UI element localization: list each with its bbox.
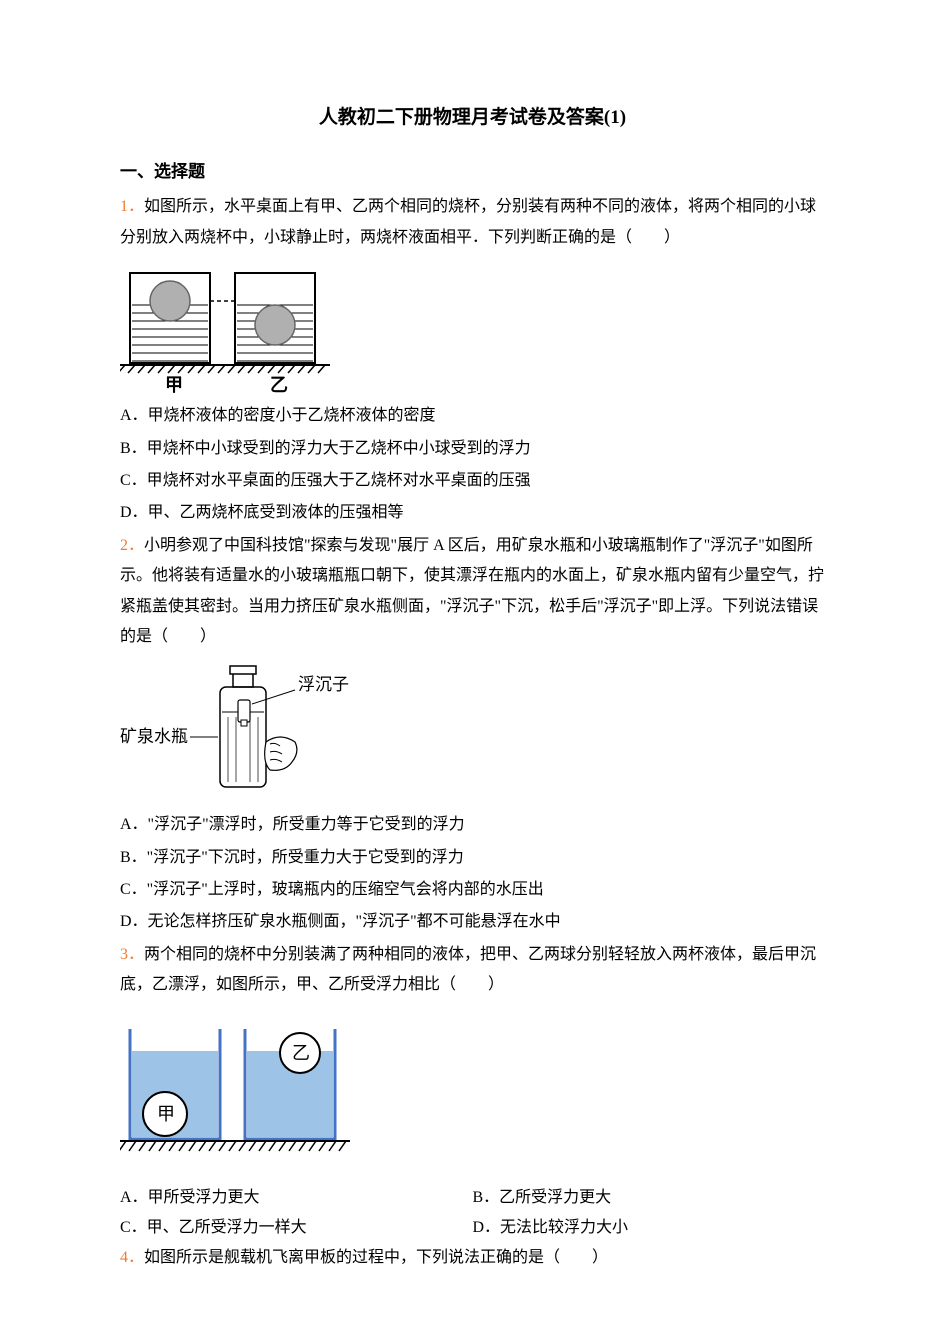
q3-stem: 3．两个相同的烧杯中分别装满了两种相同的液体，把甲、乙两球分别轻轻放入两杯液体，… — [120, 940, 825, 1001]
q3-row1: A．甲所受浮力更大 B．乙所受浮力更大 — [120, 1183, 825, 1213]
q1-label-b: 乙 — [270, 375, 288, 393]
q1-label-a: 甲 — [165, 375, 183, 393]
q3-opt-d: D．无法比较浮力大小 — [473, 1213, 826, 1243]
q2-text: 小明参观了中国科技馆"探索与发现"展厅 A 区后，用矿泉水瓶和小玻璃瓶制作了"浮… — [120, 537, 824, 645]
q1-beakers-icon: 甲 乙 — [120, 263, 330, 393]
q2-figure: 矿泉水瓶 浮沉子 — [120, 662, 825, 802]
q2-number: 2． — [120, 537, 144, 554]
q3-text: 两个相同的烧杯中分别装满了两种相同的液体，把甲、乙两球分别轻轻放入两杯液体，最后… — [120, 946, 816, 993]
q4-stem: 4．如图所示是舰载机飞离甲板的过程中，下列说法正确的是（ ） — [120, 1243, 825, 1273]
exam-title: 人教初二下册物理月考试卷及答案(1) — [120, 100, 825, 136]
section-header: 一、选择题 — [120, 156, 825, 188]
q3-opt-c: C．甲、乙所受浮力一样大 — [120, 1213, 473, 1243]
q2-opt-d: D．无论怎样挤压矿泉水瓶侧面，"浮沉子"都不可能悬浮在水中 — [120, 907, 825, 937]
q1-figure: 甲 乙 — [120, 263, 825, 393]
q2-opt-b: B．"浮沉子"下沉时，所受重力大于它受到的浮力 — [120, 843, 825, 873]
q2-bottle-icon: 矿泉水瓶 浮沉子 — [120, 662, 380, 802]
q3-opt-b: B．乙所受浮力更大 — [473, 1183, 826, 1213]
q1-opt-c: C．甲烧杯对水平桌面的压强大于乙烧杯对水平桌面的压强 — [120, 466, 825, 496]
q3-ball-a-label: 甲 — [157, 1104, 175, 1124]
q4-text: 如图所示是舰载机飞离甲板的过程中，下列说法正确的是（ ） — [144, 1249, 608, 1266]
q1-opt-b: B．甲烧杯中小球受到的浮力大于乙烧杯中小球受到的浮力 — [120, 434, 825, 464]
q1-text: 如图所示，水平桌面上有甲、乙两个相同的烧杯，分别装有两种不同的液体，将两个相同的… — [120, 198, 816, 245]
q2-label-float: 浮沉子 — [298, 675, 349, 694]
q2-opt-a: A．"浮沉子"漂浮时，所受重力等于它受到的浮力 — [120, 810, 825, 840]
q2-opt-c: C．"浮沉子"上浮时，玻璃瓶内的压缩空气会将内部的水压出 — [120, 875, 825, 905]
q1-opt-a: A．甲烧杯液体的密度小于乙烧杯液体的密度 — [120, 401, 825, 431]
q3-beakers-icon: 甲 乙 — [120, 1019, 350, 1169]
q3-row2: C．甲、乙所受浮力一样大 D．无法比较浮力大小 — [120, 1213, 825, 1243]
q3-ball-b-label: 乙 — [292, 1043, 310, 1063]
q3-opt-a: A．甲所受浮力更大 — [120, 1183, 473, 1213]
q1-stem: 1．如图所示，水平桌面上有甲、乙两个相同的烧杯，分别装有两种不同的液体，将两个相… — [120, 192, 825, 253]
q2-stem: 2．小明参观了中国科技馆"探索与发现"展厅 A 区后，用矿泉水瓶和小玻璃瓶制作了… — [120, 531, 825, 653]
q3-number: 3． — [120, 946, 144, 963]
q1-opt-d: D．甲、乙两烧杯底受到液体的压强相等 — [120, 498, 825, 528]
q1-number: 1． — [120, 198, 144, 215]
q3-figure: 甲 乙 — [120, 1019, 825, 1169]
q2-label-bottle: 矿泉水瓶 — [120, 727, 188, 746]
q4-number: 4． — [120, 1249, 144, 1266]
